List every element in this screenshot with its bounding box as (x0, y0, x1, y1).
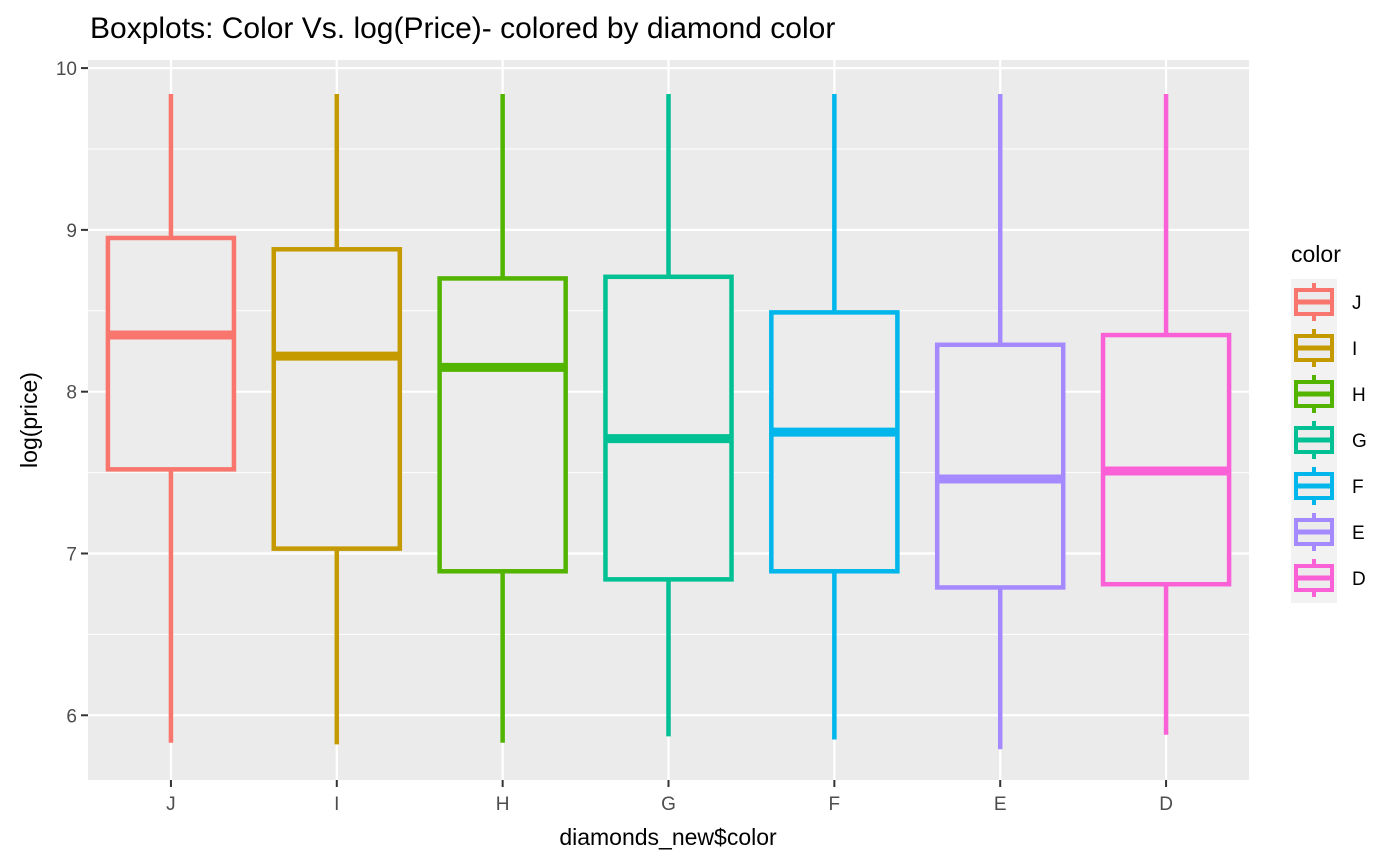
y-tick-label: 7 (66, 544, 77, 565)
y-tick-label: 10 (56, 59, 77, 80)
box-G (603, 93, 734, 737)
box-body (1100, 332, 1232, 587)
x-tick-label: J (166, 794, 176, 815)
legend-label: H (1352, 385, 1366, 406)
x-tick-label: I (334, 794, 339, 815)
box-E (934, 93, 1066, 750)
legend-item-H: H (1294, 375, 1366, 413)
x-tick-label: E (994, 794, 1007, 815)
box-F (769, 93, 900, 740)
y-tick-label: 9 (66, 221, 77, 242)
x-tick-label: H (496, 794, 510, 815)
box-D (1100, 93, 1232, 735)
x-axis-title: diamonds_new$color (559, 824, 777, 850)
chart-title: Boxplots: Color Vs. log(Price)- colored … (90, 12, 835, 45)
x-tick-label: D (1159, 794, 1173, 815)
box-J (105, 93, 237, 743)
y-tick-label: 8 (66, 383, 77, 404)
legend-label: E (1352, 523, 1365, 544)
box-series (105, 93, 1232, 750)
legend: color J I H G F E D (1291, 241, 1367, 603)
legend-label: J (1352, 293, 1362, 314)
legend-item-D: D (1294, 559, 1366, 597)
legend-item-G: G (1294, 421, 1367, 459)
box-I (271, 93, 403, 745)
legend-item-F: F (1294, 467, 1364, 505)
x-tick-label: G (661, 794, 676, 815)
legend-item-E: E (1294, 513, 1365, 551)
legend-title: color (1291, 241, 1341, 267)
box-body (437, 276, 568, 574)
legend-items: J I H G F E D (1294, 283, 1367, 597)
box-body (105, 235, 237, 472)
legend-label: F (1352, 477, 1364, 498)
legend-item-I: I (1294, 329, 1357, 367)
y-axis-title: log(price) (16, 372, 42, 468)
box-body (603, 274, 734, 582)
legend-label: G (1352, 431, 1367, 452)
box-H (437, 93, 568, 743)
legend-label: I (1352, 339, 1357, 360)
y-axis: 6 7 8 9 10 (56, 59, 88, 727)
x-tick-label: F (829, 794, 841, 815)
box-body (769, 310, 900, 574)
legend-item-J: J (1294, 283, 1362, 321)
box-body (934, 342, 1066, 590)
y-tick-label: 6 (66, 706, 77, 727)
legend-label: D (1352, 569, 1366, 590)
box-body (271, 247, 403, 551)
